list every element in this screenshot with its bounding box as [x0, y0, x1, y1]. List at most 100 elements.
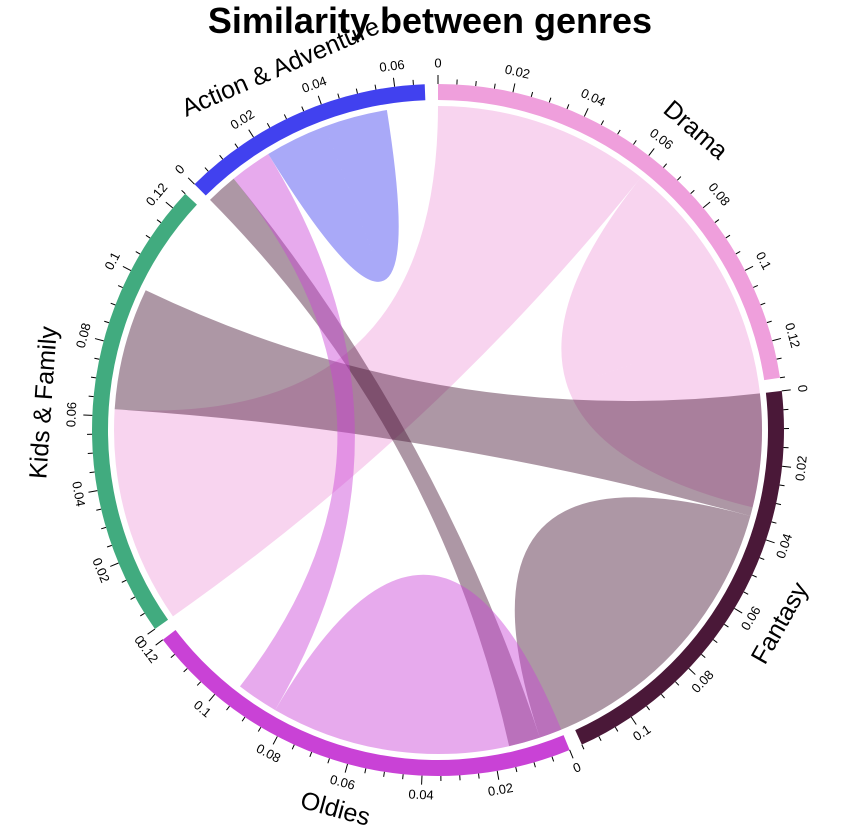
major-tick	[88, 490, 98, 493]
major-tick	[744, 265, 754, 271]
minor-tick	[771, 521, 777, 524]
minor-tick	[101, 526, 107, 530]
tick-label: 0.02	[228, 106, 257, 132]
chord-link-6	[233, 154, 355, 711]
tick-label: 0.04	[69, 480, 88, 508]
minor-tick	[104, 320, 110, 324]
major-tick	[630, 716, 637, 725]
tick-label: 0.08	[705, 180, 733, 209]
major-tick	[772, 337, 782, 342]
tick-label: 0	[571, 759, 583, 776]
major-tick	[765, 539, 775, 544]
major-tick	[344, 763, 348, 773]
minor-tick	[751, 574, 757, 578]
sector-label: Kids & Family	[24, 325, 63, 480]
minor-tick	[614, 726, 619, 732]
minor-tick	[724, 623, 729, 628]
chord-links	[113, 106, 763, 754]
minor-tick	[355, 88, 358, 94]
major-tick	[583, 108, 589, 117]
tick-label: 0.12	[143, 180, 171, 209]
minor-tick	[283, 114, 287, 120]
major-tick	[94, 338, 104, 342]
minor-tick	[89, 471, 95, 474]
minor-tick	[759, 557, 765, 560]
minor-tick	[110, 302, 116, 306]
minor-tick	[156, 219, 162, 224]
sector-arc-1	[575, 390, 784, 745]
minor-tick	[374, 84, 377, 90]
chord-link-3	[514, 497, 751, 738]
minor-tick	[515, 767, 518, 773]
minor-tick	[257, 726, 262, 732]
minor-tick	[712, 639, 718, 644]
tick-label: 0.02	[89, 556, 113, 585]
minor-tick	[775, 503, 782, 506]
minor-tick	[291, 744, 295, 750]
tick-label: 0.04	[773, 532, 795, 561]
sector-arc-3	[91, 193, 197, 630]
minor-tick	[493, 83, 496, 89]
minor-tick	[646, 705, 650, 711]
minor-tick	[663, 163, 668, 168]
major-tick	[317, 95, 322, 105]
minor-tick	[735, 250, 741, 255]
major-tick	[122, 266, 132, 272]
minor-tick	[117, 285, 123, 289]
major-tick	[187, 177, 195, 185]
tick-label: 0.08	[73, 321, 94, 349]
tick-label: 0.1	[191, 697, 214, 720]
minor-tick	[566, 104, 570, 110]
major-tick	[147, 628, 156, 635]
tick-label: 0.02	[504, 62, 532, 82]
chord-link-0	[113, 106, 641, 617]
minor-tick	[94, 357, 100, 360]
tick-label: 0.02	[487, 780, 515, 799]
sector-label: Oldies	[297, 786, 373, 826]
major-tick	[165, 201, 174, 209]
minor-tick	[766, 320, 772, 324]
minor-tick	[701, 653, 706, 658]
minor-tick	[743, 591, 749, 595]
tick-label: 0	[172, 161, 188, 177]
chord-link-4	[209, 178, 540, 747]
tick-label: 0.04	[408, 786, 434, 802]
minor-tick	[90, 376, 97, 379]
minor-tick	[551, 756, 555, 762]
minor-tick	[266, 123, 271, 128]
minor-tick	[617, 129, 621, 135]
minor-tick	[779, 484, 785, 487]
minor-tick	[530, 91, 534, 97]
minor-tick	[776, 357, 782, 360]
tick-label: 0.04	[579, 85, 608, 109]
tick-label: 0.06	[647, 125, 676, 152]
major-tick	[248, 129, 254, 138]
sector-label: Drama	[658, 95, 733, 165]
minor-tick	[337, 93, 340, 99]
minor-tick	[475, 81, 477, 87]
tick-label: 0.02	[792, 455, 810, 482]
major-tick	[702, 201, 711, 209]
major-tick	[569, 749, 574, 759]
minor-tick	[135, 251, 141, 255]
tick-label: 0.12	[782, 321, 803, 349]
major-tick	[110, 562, 119, 567]
minor-tick	[598, 736, 602, 742]
minor-tick	[196, 681, 202, 686]
minor-tick	[779, 376, 786, 379]
major-tick	[782, 465, 792, 468]
chord-link-5	[275, 574, 562, 754]
minor-tick	[234, 143, 239, 149]
major-tick	[781, 389, 791, 392]
chord-link-1	[561, 177, 762, 508]
minor-tick	[402, 774, 404, 780]
minor-tick	[690, 189, 695, 194]
chord-link-7	[268, 110, 399, 282]
minor-tick	[533, 762, 536, 768]
minor-tick	[140, 612, 145, 617]
minor-tick	[219, 154, 224, 160]
major-tick	[392, 77, 396, 87]
major-tick	[512, 83, 516, 93]
tick-label: 0.1	[101, 249, 123, 272]
